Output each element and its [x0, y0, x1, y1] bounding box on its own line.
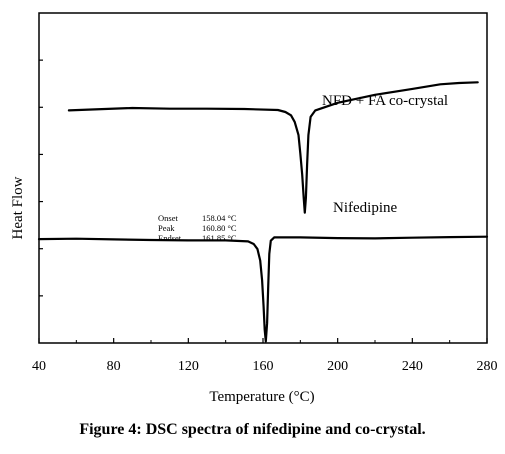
- annotation-peak-label: Peak: [158, 223, 175, 233]
- figure-caption: Figure 4: DSC spectra of nifedipine and …: [79, 421, 426, 438]
- y-axis-label: Heat Flow: [10, 176, 26, 239]
- x-tick-label: 80: [107, 359, 121, 374]
- x-tick-label: 40: [32, 359, 46, 374]
- x-tick-label: 160: [253, 359, 274, 374]
- series-label-nifedipine: Nifedipine: [333, 200, 397, 216]
- annotation-peak-value: 160.80 °C: [202, 223, 237, 233]
- x-axis-label: Temperature (°C): [209, 389, 314, 405]
- x-tick-label: 200: [327, 359, 348, 374]
- y-axis-ticks: [39, 59, 43, 297]
- x-tick-label: 240: [402, 359, 423, 374]
- series-layer: [37, 81, 489, 343]
- x-tick-label: 120: [178, 359, 199, 374]
- series-line-1: [37, 235, 489, 343]
- x-axis-ticks: 40 80 120 160 200 240 280: [32, 338, 498, 374]
- annotation-endset-label: Endset: [158, 233, 182, 243]
- x-tick-label: 280: [477, 359, 498, 374]
- annotation-onset-label: Onset: [158, 213, 178, 223]
- series-line-0: [67, 81, 479, 214]
- peak-annotation: Onset 158.04 °C Peak 160.80 °C Endset 16…: [158, 213, 237, 243]
- annotation-endset-value: 161.85 °C: [202, 233, 237, 243]
- series-label-nfd-fa-co-crystal: NFD + FA co-crystal: [322, 93, 448, 109]
- annotation-onset-value: 158.04 °C: [202, 213, 237, 223]
